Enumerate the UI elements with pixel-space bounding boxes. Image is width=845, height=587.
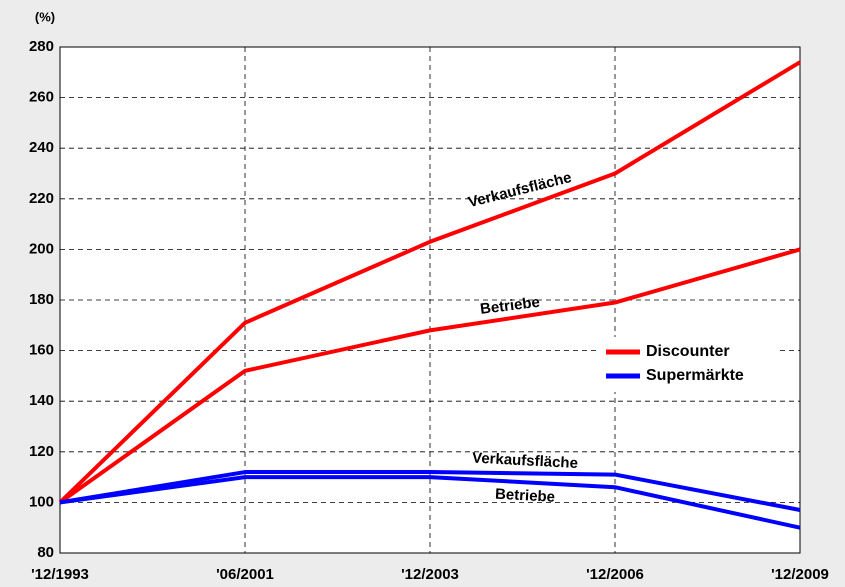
line xyxy=(58,247,801,505)
y-tick-label: 220 xyxy=(29,190,54,207)
x-tick-label: '12/2006 xyxy=(586,566,644,583)
y-tick-label: 160 xyxy=(29,342,54,359)
y-tick-label: 260 xyxy=(29,89,54,106)
y-tick-label: 140 xyxy=(29,392,54,409)
line-annotation: Verkaufsfläche xyxy=(472,450,579,473)
line-annotation: Betriebe xyxy=(495,486,556,506)
legend-label: Supermärkte xyxy=(646,367,744,384)
legend-label: Discounter xyxy=(646,343,730,360)
y-tick-label: 120 xyxy=(29,443,54,460)
x-tick-label: '12/1993 xyxy=(31,566,89,583)
y-tick-label: 280 xyxy=(29,38,54,55)
x-tick-label: '12/2009 xyxy=(771,566,829,583)
legend-box xyxy=(598,337,778,392)
y-tick-label: 240 xyxy=(29,139,54,156)
y-tick-label: 80 xyxy=(37,544,54,561)
unit-label: (%) xyxy=(35,9,55,24)
y-tick-label: 100 xyxy=(29,493,54,510)
x-tick-label: '06/2001 xyxy=(216,566,274,583)
line xyxy=(59,470,801,512)
y-tick-label: 200 xyxy=(29,240,54,257)
x-tick-label: '12/2003 xyxy=(401,566,459,583)
line xyxy=(59,475,801,530)
y-tick-label: 180 xyxy=(29,291,54,308)
line xyxy=(58,60,802,504)
